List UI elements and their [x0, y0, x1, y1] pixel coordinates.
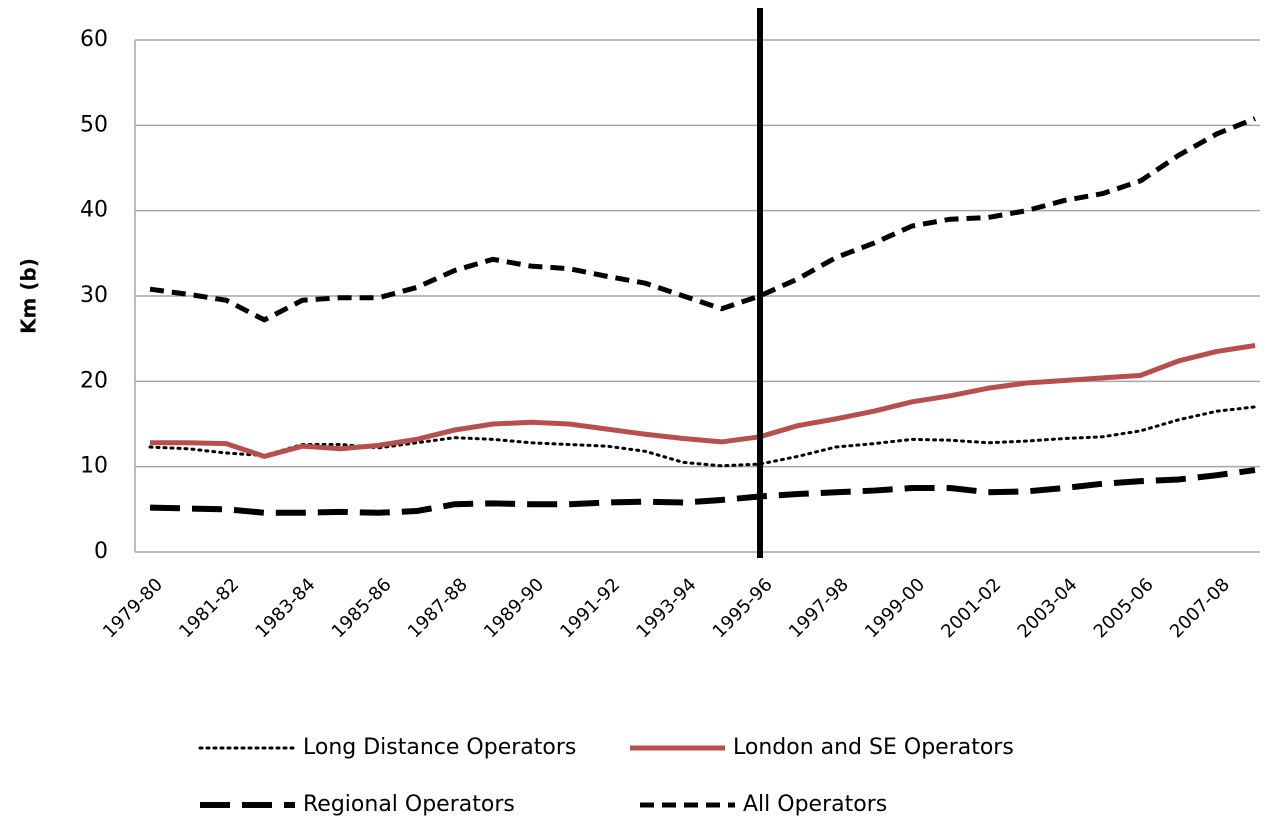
x-tick-label: 2005-06	[1090, 574, 1158, 642]
legend-label: Regional Operators	[303, 792, 515, 817]
series-line	[149, 116, 1256, 323]
x-tick-label: 2001-02	[937, 574, 1005, 642]
x-tick-label: 2003-04	[1014, 574, 1082, 642]
x-tick-label: 1991-92	[556, 574, 624, 642]
x-tick-label: 1999-00	[861, 574, 929, 642]
series-line	[149, 467, 1256, 516]
x-tick-label: 1995-96	[709, 574, 777, 642]
x-tick-label: 1983-84	[251, 574, 319, 642]
x-tick-label: 1997-98	[785, 574, 853, 642]
y-tick-label: 0	[94, 539, 108, 564]
y-tick-label: 40	[80, 198, 108, 223]
y-tick-label: 30	[80, 283, 108, 308]
legend: Long Distance Operators London and SE Ope…	[198, 735, 1014, 817]
x-tick-label: 1979-80	[99, 574, 167, 642]
x-tick-label: 2007-08	[1166, 574, 1234, 642]
y-axis-label: Km (b)	[17, 258, 41, 334]
y-tick-label: 60	[80, 27, 108, 52]
x-tick-label: 1987-88	[404, 574, 472, 642]
legend-label: Long Distance Operators	[303, 735, 576, 760]
series-line	[150, 343, 1256, 459]
y-tick-label: 10	[80, 454, 108, 479]
y-tick-label: 20	[80, 368, 108, 393]
legend-label: All Operators	[743, 792, 887, 817]
x-tick-label: 1981-82	[175, 574, 243, 642]
x-tick-label: 1989-90	[480, 574, 548, 642]
x-tick-label: 1985-86	[328, 574, 396, 642]
legend-label: London and SE Operators	[733, 735, 1014, 760]
series-line	[148, 405, 1257, 468]
y-tick-label: 50	[80, 112, 108, 137]
x-tick-label: 1993-94	[632, 574, 700, 642]
